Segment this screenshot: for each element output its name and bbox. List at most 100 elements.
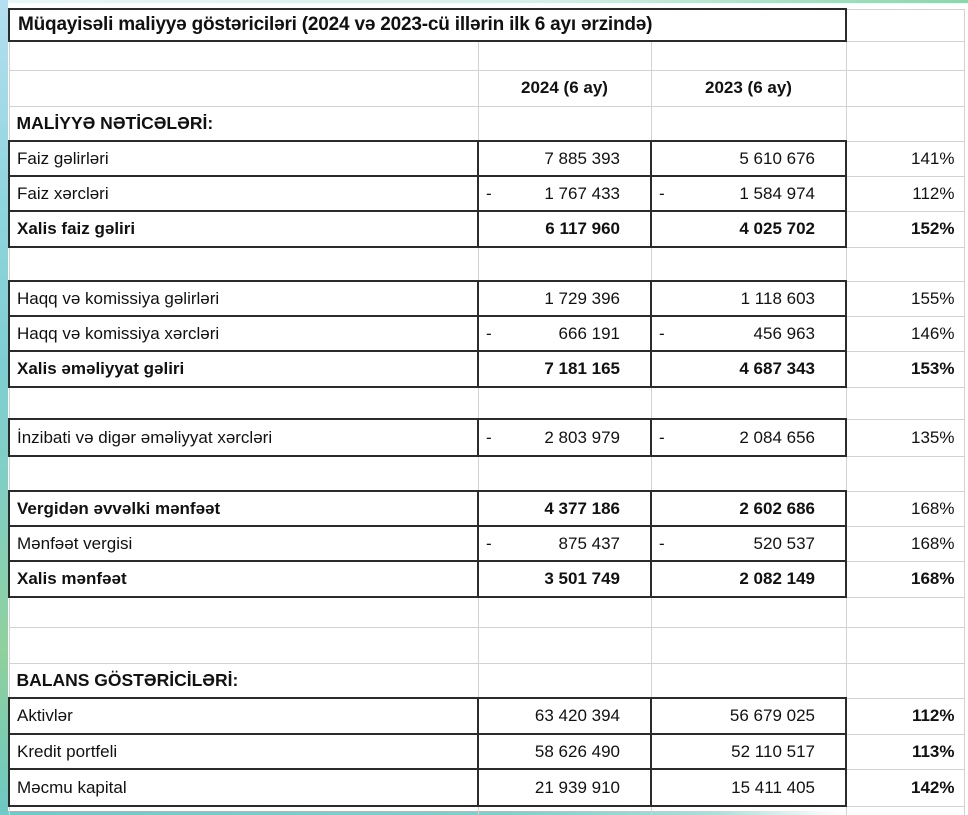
cell-label[interactable] bbox=[8, 805, 479, 815]
cell-2023[interactable]: 2 082 149 bbox=[650, 560, 847, 598]
cell-percent[interactable]: 168% bbox=[845, 560, 965, 598]
cell-label[interactable]: Faiz xərcləri bbox=[8, 175, 479, 212]
cell-label[interactable]: Xalis əməliyyat gəliri bbox=[8, 350, 479, 388]
cell-percent[interactable] bbox=[845, 626, 965, 664]
cell-percent[interactable]: 152% bbox=[845, 210, 965, 248]
cell-percent[interactable]: 146% bbox=[845, 315, 965, 352]
cell-2024[interactable]: 63 420 394 bbox=[477, 697, 652, 735]
cell-2024[interactable] bbox=[477, 40, 652, 71]
cell-label[interactable]: Haqq və komissiya gəlirləri bbox=[8, 280, 479, 317]
cell-label[interactable]: Aktivlər bbox=[8, 697, 479, 735]
cell-percent[interactable] bbox=[845, 105, 965, 142]
cell-percent[interactable] bbox=[845, 246, 965, 282]
cell-2024[interactable] bbox=[477, 455, 652, 492]
cell-2024[interactable] bbox=[477, 662, 652, 699]
column-header-2024[interactable]: 2024 (6 ay) bbox=[477, 69, 652, 107]
cell-percent[interactable]: 168% bbox=[845, 490, 965, 527]
sheet-title[interactable]: Müqayisəli maliyyə göstəriciləri (2024 v… bbox=[8, 8, 847, 42]
cell-2023[interactable] bbox=[650, 105, 847, 142]
column-header-2023[interactable]: 2023 (6 ay) bbox=[650, 69, 847, 107]
cell-2024[interactable]: 4 377 186 bbox=[477, 490, 652, 527]
cell-percent[interactable] bbox=[845, 69, 965, 107]
cell-2023[interactable]: 4 025 702 bbox=[650, 210, 847, 248]
cell-percent[interactable]: 112% bbox=[845, 175, 965, 212]
cell-label[interactable]: Kredit portfeli bbox=[8, 733, 479, 770]
cell-2023[interactable]: 15 411 405 bbox=[650, 768, 847, 807]
cell-label[interactable]: Faiz gəlirləri bbox=[8, 140, 479, 177]
cell-2023[interactable] bbox=[650, 626, 847, 664]
cell-2023[interactable]: 52 110 517 bbox=[650, 733, 847, 770]
cell-percent[interactable]: 135% bbox=[845, 418, 965, 457]
cell-label[interactable] bbox=[8, 596, 479, 628]
cell-2023[interactable]: 4 687 343 bbox=[650, 350, 847, 388]
cell-percent[interactable] bbox=[845, 662, 965, 699]
cell-label[interactable]: Haqq və komissiya xərcləri bbox=[8, 315, 479, 352]
cell-2023[interactable]: - 520 537 bbox=[650, 525, 847, 562]
cell-label[interactable]: Mənfəət vergisi bbox=[8, 525, 479, 562]
cell-2023[interactable] bbox=[650, 662, 847, 699]
cell-2023[interactable] bbox=[650, 455, 847, 492]
row-data: Xalis mənfəət 3 501 749 2 082 149 168% bbox=[8, 560, 965, 598]
cell-2024[interactable]: - 875 437 bbox=[477, 525, 652, 562]
cell-label[interactable]: Xalis mənfəət bbox=[8, 560, 479, 598]
cell-2023[interactable] bbox=[650, 805, 847, 815]
cell-percent[interactable]: 153% bbox=[845, 350, 965, 388]
cell-2023[interactable] bbox=[650, 386, 847, 420]
cell-2023[interactable]: - 456 963 bbox=[650, 315, 847, 352]
cell-2024[interactable] bbox=[477, 386, 652, 420]
cell-label[interactable] bbox=[8, 386, 479, 420]
cell-label[interactable] bbox=[8, 246, 479, 282]
cell-2024[interactable] bbox=[477, 805, 652, 815]
cell-percent[interactable]: 142% bbox=[845, 768, 965, 807]
cell-2024[interactable]: - 1 767 433 bbox=[477, 175, 652, 212]
cell-percent[interactable] bbox=[845, 386, 965, 420]
section-title[interactable]: MALİYYƏ NƏTİCƏLƏRİ: bbox=[8, 105, 479, 142]
cell-label[interactable]: Vergidən əvvəlki mənfəət bbox=[8, 490, 479, 527]
cell-percent[interactable] bbox=[845, 455, 965, 492]
row-spacer bbox=[8, 626, 965, 664]
screenshot-top-edge bbox=[8, 0, 968, 3]
cell-2024[interactable]: 6 117 960 bbox=[477, 210, 652, 248]
cell-percent[interactable]: 155% bbox=[845, 280, 965, 317]
cell-2023[interactable]: 1 118 603 bbox=[650, 280, 847, 317]
cell-2024[interactable] bbox=[477, 596, 652, 628]
cell-2024[interactable]: 21 939 910 bbox=[477, 768, 652, 807]
cell-label[interactable] bbox=[8, 626, 479, 664]
cell-2024[interactable]: - 666 191 bbox=[477, 315, 652, 352]
section-title[interactable]: BALANS GÖSTƏRİCİLƏRİ: bbox=[8, 662, 479, 699]
cell-2024[interactable]: 7 181 165 bbox=[477, 350, 652, 388]
cell-2023[interactable]: - 1 584 974 bbox=[650, 175, 847, 212]
cell-2023[interactable] bbox=[650, 246, 847, 282]
cell-percent[interactable] bbox=[845, 596, 965, 628]
cell-label[interactable] bbox=[8, 69, 479, 107]
value-2023: 52 110 517 bbox=[731, 741, 815, 761]
cell-2023[interactable]: 5 610 676 bbox=[650, 140, 847, 177]
cell-percent[interactable] bbox=[845, 8, 965, 42]
cell-2023[interactable] bbox=[650, 596, 847, 628]
cell-percent[interactable]: 168% bbox=[845, 525, 965, 562]
cell-2024[interactable] bbox=[477, 246, 652, 282]
cell-percent[interactable]: 141% bbox=[845, 140, 965, 177]
cell-2023[interactable]: 2 602 686 bbox=[650, 490, 847, 527]
cell-percent[interactable] bbox=[845, 40, 965, 71]
cell-label[interactable] bbox=[8, 40, 479, 71]
cell-percent[interactable] bbox=[845, 805, 965, 815]
cell-2024[interactable]: 58 626 490 bbox=[477, 733, 652, 770]
cell-2024[interactable]: 7 885 393 bbox=[477, 140, 652, 177]
cell-label[interactable]: İnzibati və digər əməliyyat xərcləri bbox=[8, 418, 479, 457]
cell-percent[interactable]: 113% bbox=[845, 733, 965, 770]
cell-2023[interactable]: - 2 084 656 bbox=[650, 418, 847, 457]
cell-2023[interactable] bbox=[650, 40, 847, 71]
cell-2024[interactable]: - 2 803 979 bbox=[477, 418, 652, 457]
cell-2024[interactable]: 1 729 396 bbox=[477, 280, 652, 317]
cell-2023[interactable]: 56 679 025 bbox=[650, 697, 847, 735]
cell-label[interactable] bbox=[8, 455, 479, 492]
cell-label[interactable]: Xalis faiz gəliri bbox=[8, 210, 479, 248]
cell-2024[interactable] bbox=[477, 626, 652, 664]
cell-label[interactable]: Məcmu kapital bbox=[8, 768, 479, 807]
cell-2024[interactable]: 3 501 749 bbox=[477, 560, 652, 598]
row-data: Kredit portfeli 58 626 490 52 110 517 113% bbox=[8, 733, 965, 770]
negative-sign: - bbox=[659, 427, 665, 447]
cell-2024[interactable] bbox=[477, 105, 652, 142]
cell-percent[interactable]: 112% bbox=[845, 697, 965, 735]
